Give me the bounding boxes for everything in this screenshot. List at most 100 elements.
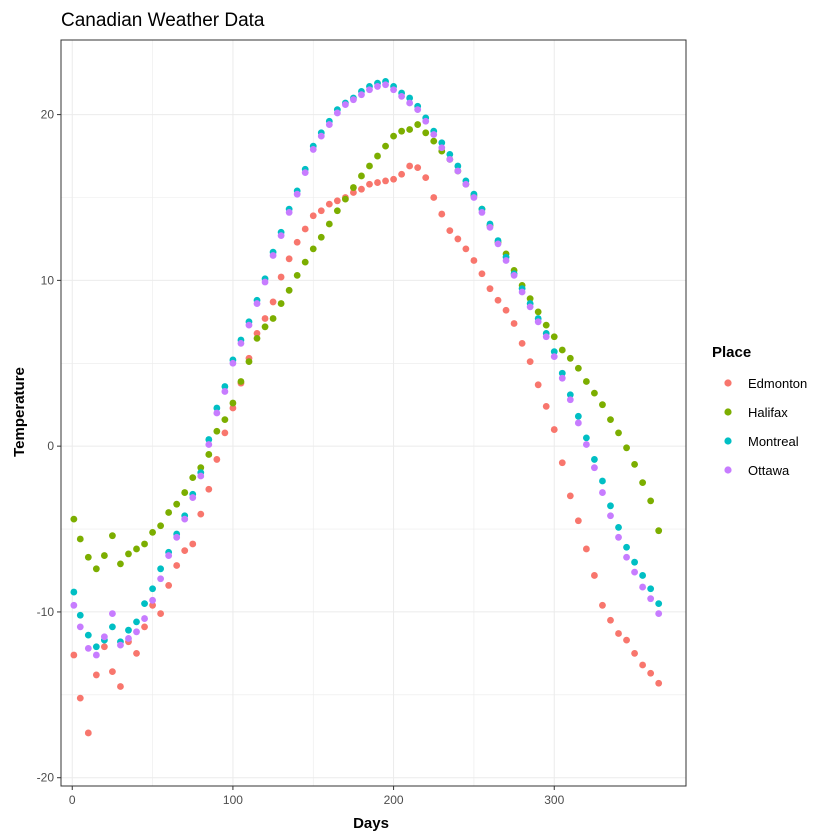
data-point [655, 527, 663, 535]
data-point [494, 240, 502, 248]
data-point [566, 492, 574, 500]
y-tick-label: -20 [37, 771, 55, 785]
data-point [486, 223, 494, 231]
x-tick-label: 0 [69, 793, 76, 807]
data-point [526, 358, 534, 366]
data-point [470, 257, 478, 264]
data-point [205, 441, 213, 448]
data-point [149, 601, 156, 609]
data-point [623, 553, 630, 561]
data-point [414, 164, 422, 172]
data-point [181, 489, 189, 496]
data-point [358, 172, 365, 180]
data-point [558, 459, 566, 467]
data-point [221, 429, 229, 437]
data-point [599, 489, 606, 496]
data-point [414, 121, 422, 128]
y-axis-title: Temperature [11, 367, 28, 457]
data-point [293, 272, 301, 279]
data-point [374, 152, 381, 160]
data-point [550, 426, 558, 433]
data-point [574, 364, 582, 372]
data-point [607, 616, 614, 624]
data-point [189, 494, 197, 501]
data-point [406, 94, 414, 102]
data-point [205, 485, 213, 493]
data-point [325, 121, 333, 128]
data-point [550, 333, 558, 341]
data-point [542, 402, 550, 410]
data-point [382, 177, 389, 185]
chart-title: Canadian Weather Data [61, 10, 265, 31]
data-point [317, 207, 325, 215]
data-point [599, 401, 606, 409]
data-point [422, 174, 430, 181]
data-point [301, 169, 309, 177]
data-point [615, 533, 622, 541]
data-point [157, 575, 165, 583]
legend-items: Edmonton Halifax Montreal Ottawa [724, 376, 807, 478]
data-point [333, 197, 341, 205]
data-point [269, 298, 277, 306]
data-point [133, 628, 140, 636]
data-point [406, 99, 414, 107]
data-point [550, 348, 558, 356]
data-point [125, 550, 132, 558]
data-point [558, 346, 566, 354]
data-point [382, 142, 389, 150]
data-point [229, 399, 237, 407]
data-point [109, 668, 116, 676]
data-point [366, 180, 373, 188]
data-point [647, 669, 655, 677]
x-axis-title: Days [353, 815, 389, 832]
data-point [366, 162, 373, 170]
data-point [486, 285, 494, 293]
data-point [84, 553, 92, 561]
data-point [623, 636, 630, 644]
data-point [317, 233, 325, 241]
data-point [125, 635, 132, 642]
data-point [92, 643, 100, 651]
data-point [221, 416, 229, 424]
data-point [574, 412, 582, 420]
data-point [406, 126, 414, 133]
data-point [253, 330, 261, 337]
data-point [406, 162, 414, 170]
data-point [141, 623, 148, 631]
data-point [631, 558, 638, 566]
data-point [181, 547, 189, 554]
data-point [454, 167, 462, 175]
data-point [502, 306, 510, 314]
data-point [173, 562, 181, 569]
data-point [133, 545, 140, 553]
data-point [438, 210, 446, 218]
data-point [478, 209, 486, 216]
data-point [125, 626, 132, 634]
data-point [229, 404, 237, 412]
data-point [92, 565, 100, 573]
data-point [109, 623, 116, 631]
data-point [277, 232, 285, 240]
data-point [221, 383, 229, 390]
data-point [117, 641, 124, 649]
legend-marker [724, 379, 732, 387]
data-point [607, 512, 614, 520]
data-point [591, 389, 598, 397]
data-point [358, 91, 365, 99]
data-point [398, 127, 406, 135]
data-point [438, 139, 446, 147]
data-point [534, 381, 542, 389]
data-point [518, 339, 526, 347]
data-point [197, 464, 205, 472]
data-point [478, 270, 486, 278]
data-point [197, 472, 205, 480]
data-point [438, 144, 446, 152]
series-ottawa [70, 81, 663, 659]
data-point [261, 278, 269, 286]
data-point [366, 86, 373, 94]
data-point [582, 378, 590, 385]
data-point [623, 444, 630, 452]
data-point [285, 286, 293, 294]
